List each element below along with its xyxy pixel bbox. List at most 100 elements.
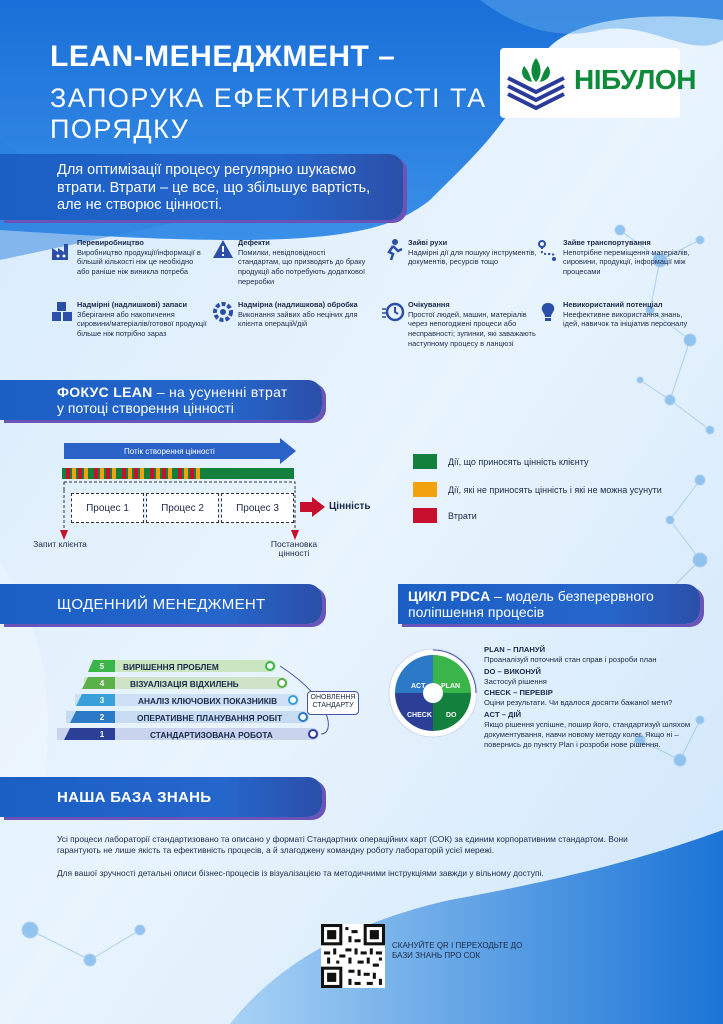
legend-item: Дії, що приносять цінність клієнту bbox=[413, 454, 588, 469]
stream-segment bbox=[184, 468, 188, 479]
level-label: ВІЗУАЛІЗАЦІЯ ВІДХИЛЕНЬ bbox=[130, 679, 239, 689]
level-label: ОПЕРАТИВНЕ ПЛАНУВАННЯ РОБІТ bbox=[137, 713, 283, 723]
waste-title: Перевиробництво bbox=[77, 238, 144, 247]
waste-text: Виробництво продукції/інформації в більш… bbox=[77, 247, 201, 276]
phase-title: ACT – ДІЙ bbox=[484, 710, 522, 720]
plan-label: PLAN bbox=[441, 683, 461, 690]
focus-title-bold: ФОКУС LEAN bbox=[57, 384, 153, 400]
factory-icon bbox=[52, 244, 68, 260]
pyramid-bar bbox=[57, 728, 319, 740]
value-arrow bbox=[300, 497, 325, 517]
stream-segment bbox=[112, 468, 116, 479]
stream-segment bbox=[100, 468, 104, 479]
pdca-title-bold: ЦИКЛ PDCA bbox=[408, 588, 491, 604]
legend-swatch bbox=[413, 482, 437, 497]
stream-segment bbox=[94, 468, 98, 479]
waste-title: Зайве транспортування bbox=[563, 238, 651, 247]
stream-segment bbox=[106, 468, 110, 479]
waste-text: Зберігання або накопичення сировини/мате… bbox=[77, 309, 207, 338]
level-number: 2 bbox=[99, 713, 105, 722]
level-label: ВИРІШЕННЯ ПРОБЛЕМ bbox=[123, 662, 219, 672]
pdca-description: PLAN – ПЛАНУЙ Проаналізуй поточний стан … bbox=[484, 643, 698, 750]
request-marker bbox=[60, 530, 68, 540]
waste-title: Зайві рухи bbox=[408, 238, 448, 247]
nibulon-logo-icon bbox=[500, 48, 680, 118]
phase-title: CHECK – ПЕРЕВІР bbox=[484, 688, 553, 698]
stream-arrow bbox=[64, 438, 296, 464]
level-number: 3 bbox=[99, 696, 105, 705]
pdca-title-line2: поліпшення процесів bbox=[408, 604, 545, 620]
level-number: 5 bbox=[99, 662, 105, 671]
stream-segment bbox=[178, 468, 182, 479]
stream-segment bbox=[134, 468, 138, 479]
pyramid-bar bbox=[93, 660, 276, 672]
waste-title: Надмірні (надлишкові) запаси bbox=[77, 300, 188, 309]
phase-text: Проаналізуй поточний стан справ і розроб… bbox=[484, 654, 657, 664]
value-label: Цінність bbox=[329, 501, 371, 512]
waste-title: Очікування bbox=[408, 300, 450, 309]
qr-caption: СКАНУЙТЕ QR І ПЕРЕХОДЬТЕ ДО БАЗИ ЗНАНЬ П… bbox=[392, 941, 523, 960]
level-label: СТАНДАРТИЗОВАНА РОБОТА bbox=[150, 730, 273, 740]
clock-icon bbox=[382, 302, 405, 322]
stream-segment bbox=[78, 468, 82, 479]
stream-segment bbox=[122, 468, 126, 479]
motion-icon bbox=[387, 239, 403, 261]
do-segment bbox=[433, 693, 471, 731]
focus-title-rest: – на усуненні втрат bbox=[152, 384, 288, 400]
stream-segment bbox=[140, 468, 144, 479]
check-label: CHECK bbox=[407, 712, 432, 719]
route-icon bbox=[538, 240, 556, 261]
focus-banner: ФОКУС LEAN – на усуненні втрат у потоці … bbox=[0, 380, 322, 420]
waste-title: Дефекти bbox=[238, 238, 270, 247]
check-segment bbox=[395, 693, 433, 731]
waste-title: Надмірна (надлишкова) обробка bbox=[238, 300, 358, 309]
pdca-wheel bbox=[388, 648, 478, 738]
logo-text: НІБУЛОН bbox=[574, 64, 696, 95]
act-segment bbox=[395, 655, 433, 693]
stream-label: Потік створення цінності bbox=[124, 447, 215, 456]
intro-banner: Для оптимізації процесу регулярно шукаєм… bbox=[0, 154, 403, 220]
legend-text: Дії, що приносять цінність клієнту bbox=[448, 456, 589, 467]
waste-text: Виконання зайвих або неціних для клієнта… bbox=[238, 309, 358, 329]
delivery-label: Постановка цінності bbox=[270, 539, 318, 559]
process-box: Процес 2 bbox=[146, 493, 219, 523]
stream-segment bbox=[66, 468, 70, 479]
delivery-marker bbox=[291, 530, 299, 540]
pyramid-bar bbox=[75, 694, 299, 706]
stream-segment bbox=[128, 468, 132, 479]
focus-title-line2: у потоці створення цінності bbox=[57, 400, 234, 416]
pdca-title-rest: – модель безперервного bbox=[490, 588, 654, 604]
processing-icon bbox=[213, 302, 233, 322]
plan-segment bbox=[433, 655, 471, 693]
waste-title: Невикористаний потенціал bbox=[563, 300, 663, 309]
defect-icon bbox=[213, 240, 233, 258]
waste-text: Простої людей, машин, матеріалів через н… bbox=[408, 309, 536, 348]
standard-update-box: ОНОВЛЕННЯ СТАНДАРТУ bbox=[307, 691, 359, 715]
stream-segment bbox=[168, 468, 172, 479]
knowledge-paragraph: Усі процеси лабораторії стандартизовано … bbox=[57, 834, 628, 856]
stream-segment bbox=[196, 468, 200, 479]
process-box: Процес 3 bbox=[221, 493, 294, 523]
level-label: АНАЛІЗ КЛЮЧОВИХ ПОКАЗНИКІВ bbox=[138, 696, 278, 706]
stream-segment bbox=[150, 468, 154, 479]
knowledge-banner: НАША БАЗА ЗНАНЬ bbox=[0, 777, 322, 817]
act-label: ACT bbox=[411, 683, 426, 690]
daily-title: ЩОДЕННИЙ МЕНЕДЖМЕНТ bbox=[57, 596, 266, 613]
knowledge-title: НАША БАЗА ЗНАНЬ bbox=[57, 789, 212, 806]
phase-title: DO – ВИКОНУЙ bbox=[484, 666, 541, 676]
pyramid-bar bbox=[66, 711, 309, 723]
phase-text: Оціни результати. Чи вдалося досягти баж… bbox=[484, 698, 673, 708]
phase-title: PLAN – ПЛАНУЙ bbox=[484, 645, 546, 654]
boxes-icon bbox=[52, 302, 72, 321]
legend-item: Втрати bbox=[413, 508, 477, 523]
page-subtitle: ЗАПОРУКА ЕФЕКТИВНОСТІ ТА ПОРЯДКУ bbox=[50, 83, 487, 144]
level-number: 1 bbox=[99, 730, 105, 739]
qr-code[interactable] bbox=[321, 924, 385, 988]
pdca-banner: ЦИКЛ PDCA – модель безперервного поліпше… bbox=[398, 584, 700, 624]
stream-segment bbox=[72, 468, 76, 479]
stream-segment bbox=[190, 468, 194, 479]
process-box: Процес 1 bbox=[71, 493, 144, 523]
stream-segment bbox=[84, 468, 88, 479]
